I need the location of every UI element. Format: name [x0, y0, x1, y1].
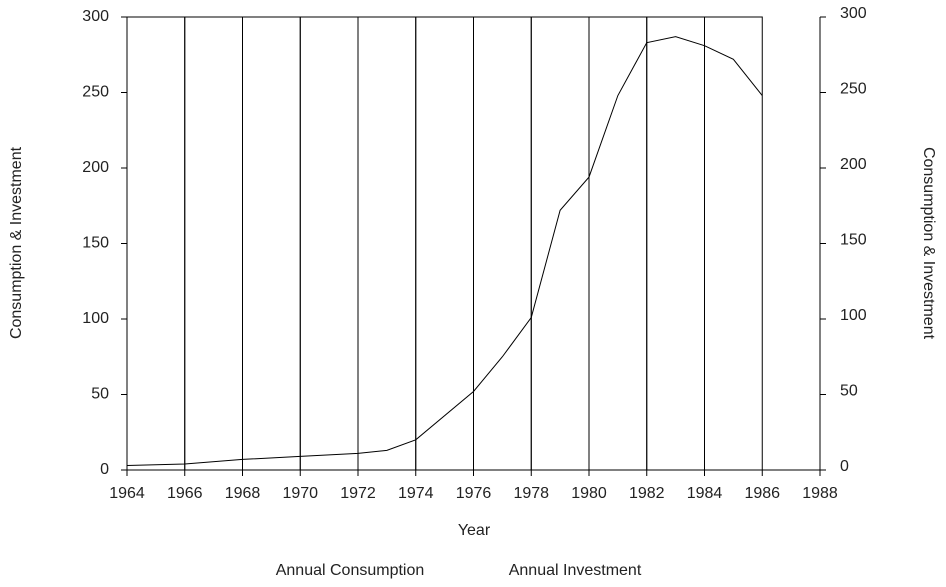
- y2-tick-label: 150: [840, 232, 867, 249]
- bar: [530, 16, 590, 471]
- x-tick-label: 1968: [225, 485, 261, 502]
- y-tick-label: 150: [82, 235, 109, 252]
- bar: [299, 16, 359, 471]
- bar: [357, 16, 417, 471]
- y-tick-label: 200: [82, 159, 109, 176]
- bar: [473, 16, 532, 471]
- y-tick-label: 50: [91, 386, 109, 403]
- bar: [126, 16, 186, 471]
- x-tick-label: 1966: [167, 485, 203, 502]
- y-tick-label: 0: [100, 461, 109, 478]
- y-tick-label: 250: [82, 84, 109, 101]
- x-tick-label: 1982: [629, 485, 665, 502]
- x-tick-label: 1978: [513, 485, 549, 502]
- x-axis-label: Year: [458, 522, 491, 539]
- bar: [415, 16, 474, 471]
- y2-tick-label: 100: [840, 307, 867, 324]
- legend-label: Annual Investment: [509, 562, 642, 579]
- y2-tick-label: 300: [840, 5, 867, 22]
- y-tick-label: 100: [82, 310, 109, 327]
- bar: [242, 16, 301, 471]
- bar: [704, 16, 763, 471]
- y2-tick-label: 250: [840, 81, 867, 98]
- x-tick-label: 1980: [571, 485, 607, 502]
- y2-tick-label: 50: [840, 383, 858, 400]
- y2-tick-label: 200: [840, 156, 867, 173]
- x-tick-label: 1984: [687, 485, 723, 502]
- x-tick-label: 1970: [282, 485, 318, 502]
- y-axis-label: Consumption & Investment: [8, 146, 25, 339]
- y2-tick-label: 0: [840, 458, 849, 475]
- x-tick-label: 1986: [744, 485, 780, 502]
- bar: [184, 16, 243, 471]
- line: [126, 36, 763, 466]
- x-tick-label: 1972: [340, 485, 376, 502]
- bar: [588, 16, 648, 471]
- x-tick-label: 1974: [398, 485, 434, 502]
- bar: [646, 16, 705, 471]
- legend-label: Annual Consumption: [276, 562, 425, 579]
- y-tick-label: 300: [82, 8, 109, 25]
- y2-axis-label: Consumption & Investment: [920, 147, 937, 340]
- x-tick-label: 1976: [456, 485, 492, 502]
- x-tick-label: 1964: [109, 485, 145, 502]
- x-tick-label: 1988: [802, 485, 838, 502]
